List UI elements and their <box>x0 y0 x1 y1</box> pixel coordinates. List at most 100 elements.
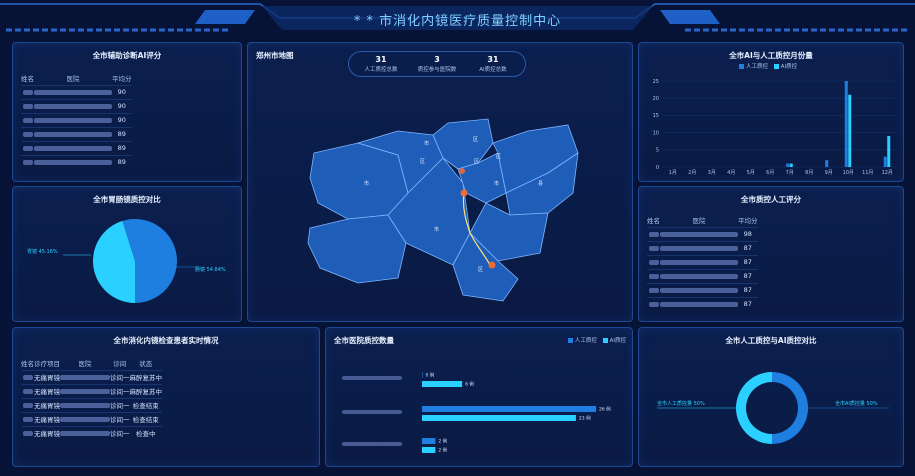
bar-value-label: 0 例 <box>426 372 435 379</box>
legend-swatch-ai <box>602 338 608 343</box>
bar-ai[interactable] <box>789 163 793 167</box>
ai-score-panel: 全市辅助诊断AI评分 姓名 医院 平均分 90 90 90 89 89 89 <box>12 42 242 182</box>
table-row[interactable]: 98 <box>647 226 758 241</box>
score-cell: 89 <box>112 140 132 155</box>
status-cell: 麻醉复苏中 <box>129 369 162 384</box>
table-row[interactable]: 87 <box>647 282 758 297</box>
region-north[interactable] <box>432 118 494 170</box>
bar-manual[interactable] <box>422 438 436 444</box>
score-cell: 90 <box>112 98 132 113</box>
panel-title: 全市消化内镜检查患者实时情况 <box>113 336 219 345</box>
item-cell: 无痛胃镜 <box>34 369 60 384</box>
hospital-marker[interactable] <box>460 189 468 197</box>
item-cell: 无痛胃镜 <box>34 411 60 426</box>
room-cell: 诊间一 <box>110 411 130 426</box>
column-header-hospital: 医院 <box>66 74 80 83</box>
table-row[interactable]: 89 <box>21 126 132 141</box>
gastro-compare-panel: 全市胃肠镜质控对比 胃镜 45.16% 肠镜 54.84% <box>12 186 242 322</box>
ratio-panel: 全市人工质控与AI质控对比 全市人工质控量 50% 全市AI质控量 50% <box>638 327 904 467</box>
table-row[interactable]: 87 <box>647 240 758 255</box>
stat-ai-total: 31 AI质控总数 <box>479 55 507 73</box>
column-header-status: 状态 <box>139 359 153 368</box>
column-header-name: 姓名 <box>21 359 34 368</box>
table-row[interactable]: 90 <box>21 98 132 113</box>
item-cell: 无痛胃镜 <box>34 383 60 398</box>
district-label: 市 <box>424 140 429 147</box>
x-tick-label: 8月 <box>805 170 813 176</box>
table-row[interactable]: 87 <box>647 254 758 269</box>
bar-manual[interactable] <box>422 372 423 378</box>
bar-manual[interactable] <box>786 163 790 167</box>
column-header-hospital: 医院 <box>692 216 706 225</box>
column-header-name: 姓名 <box>21 74 34 83</box>
legend-label: AI质控 <box>780 64 798 70</box>
bar-value-label: 23 例 <box>579 415 591 422</box>
score-cell: 89 <box>112 126 132 141</box>
district-label: 区 <box>473 137 478 143</box>
table-row[interactable]: 90 <box>21 84 132 99</box>
bar-ai[interactable] <box>887 136 891 167</box>
table-row[interactable]: 87 <box>647 296 758 311</box>
bar-value-label: 2 例 <box>438 447 447 454</box>
region-southwest[interactable] <box>307 214 407 284</box>
score-cell: 98 <box>738 226 758 241</box>
hospital-marker[interactable] <box>459 168 465 174</box>
table-row[interactable]: 89 <box>21 140 132 155</box>
x-tick-label: 5月 <box>747 170 755 176</box>
table-row[interactable]: 90 <box>21 112 132 127</box>
bar-ai[interactable] <box>422 447 436 453</box>
score-cell: 87 <box>738 240 758 255</box>
panel-title: 郑州市地图 <box>256 51 294 60</box>
manual-score-panel: 全市质控人工评分 姓名 医院 平均分 98 87 87 87 87 87 <box>638 186 904 322</box>
status-cell: 检查结束 <box>129 397 162 412</box>
table-row[interactable]: 无痛胃镜 诊间一 检查中 <box>21 425 162 440</box>
table-row[interactable]: 无痛胃镜 诊间一 检查结束 <box>21 411 162 426</box>
panel-title: 全市人工质控与AI质控对比 <box>725 336 817 345</box>
legend-swatch-manual <box>739 64 744 69</box>
pie-slice-colonoscopy[interactable] <box>122 219 177 303</box>
column-header-hospital: 医院 <box>78 359 92 368</box>
hospital-name-blur <box>342 376 402 380</box>
monthly-bar-chart: 0 5 10 15 20 25 1月 2月 3月 4月 5月 6月 7月 8月 9月 10月 11月 12月 <box>653 79 897 176</box>
table-row[interactable]: 无痛胃镜 诊间一 检查结束 <box>21 397 162 412</box>
map-stats-box: 31 人工质控总数 3 质控参与医院数 31 AI质控总数 <box>348 51 526 77</box>
column-header-score: 平均分 <box>112 74 132 83</box>
x-tick-label: 4月 <box>727 170 735 176</box>
chart-legend: 人工质控 AI质控 <box>564 336 626 344</box>
score-cell: 87 <box>738 254 758 269</box>
bar-manual[interactable] <box>422 406 596 412</box>
y-tick-label: 10 <box>653 130 659 136</box>
hospital-marker[interactable] <box>488 261 496 269</box>
bar-ai[interactable] <box>848 94 852 167</box>
table-row[interactable]: 无痛胃镜 诊间一 麻醉复苏中 <box>21 383 162 398</box>
table-row[interactable]: 无痛胃镜 诊间一 麻醉复苏中 <box>21 369 162 384</box>
table-row[interactable]: 87 <box>647 268 758 283</box>
district-label: 市 <box>494 180 499 187</box>
panel-title: 全市辅助诊断AI评分 <box>92 51 162 60</box>
panel-title: 全市质控人工评分 <box>741 195 801 204</box>
donut-slice-ai[interactable] <box>772 372 808 444</box>
bar-manual[interactable] <box>825 160 829 167</box>
region-center-south[interactable] <box>387 157 471 266</box>
bar-ai[interactable] <box>422 381 463 387</box>
panel-title: 全市胃肠镜质控对比 <box>93 195 161 204</box>
panel-title: 全市AI与人工质控月份量 <box>729 51 813 60</box>
label-gastroscopy: 胃镜 45.16% <box>27 248 58 255</box>
bar-manual[interactable] <box>883 156 887 167</box>
zhengzhou-map: 市 区 区 区 区 市 市 县 市 区 <box>307 118 579 302</box>
bar-value-label: 6 例 <box>465 381 474 388</box>
region-west[interactable] <box>309 142 409 220</box>
pie-slice-gastroscopy[interactable] <box>92 220 135 303</box>
y-tick-label: 20 <box>653 96 659 102</box>
donut-slice-manual[interactable] <box>736 372 772 444</box>
item-cell: 无痛胃镜 <box>34 425 60 440</box>
map-panel: 郑州市地图 31 人工质控总数 3 质控参与医院数 31 AI质控总数 <box>247 42 633 322</box>
bar-ai[interactable] <box>422 415 576 421</box>
bar-manual[interactable] <box>844 81 848 167</box>
x-tick-label: 7月 <box>786 170 794 176</box>
table-row[interactable]: 89 <box>21 154 132 169</box>
column-header-room: 诊间 <box>113 359 127 368</box>
legend-label: AI质控 <box>609 338 626 344</box>
x-tick-label: 10月 <box>843 170 854 176</box>
y-tick-label: 15 <box>653 113 659 119</box>
